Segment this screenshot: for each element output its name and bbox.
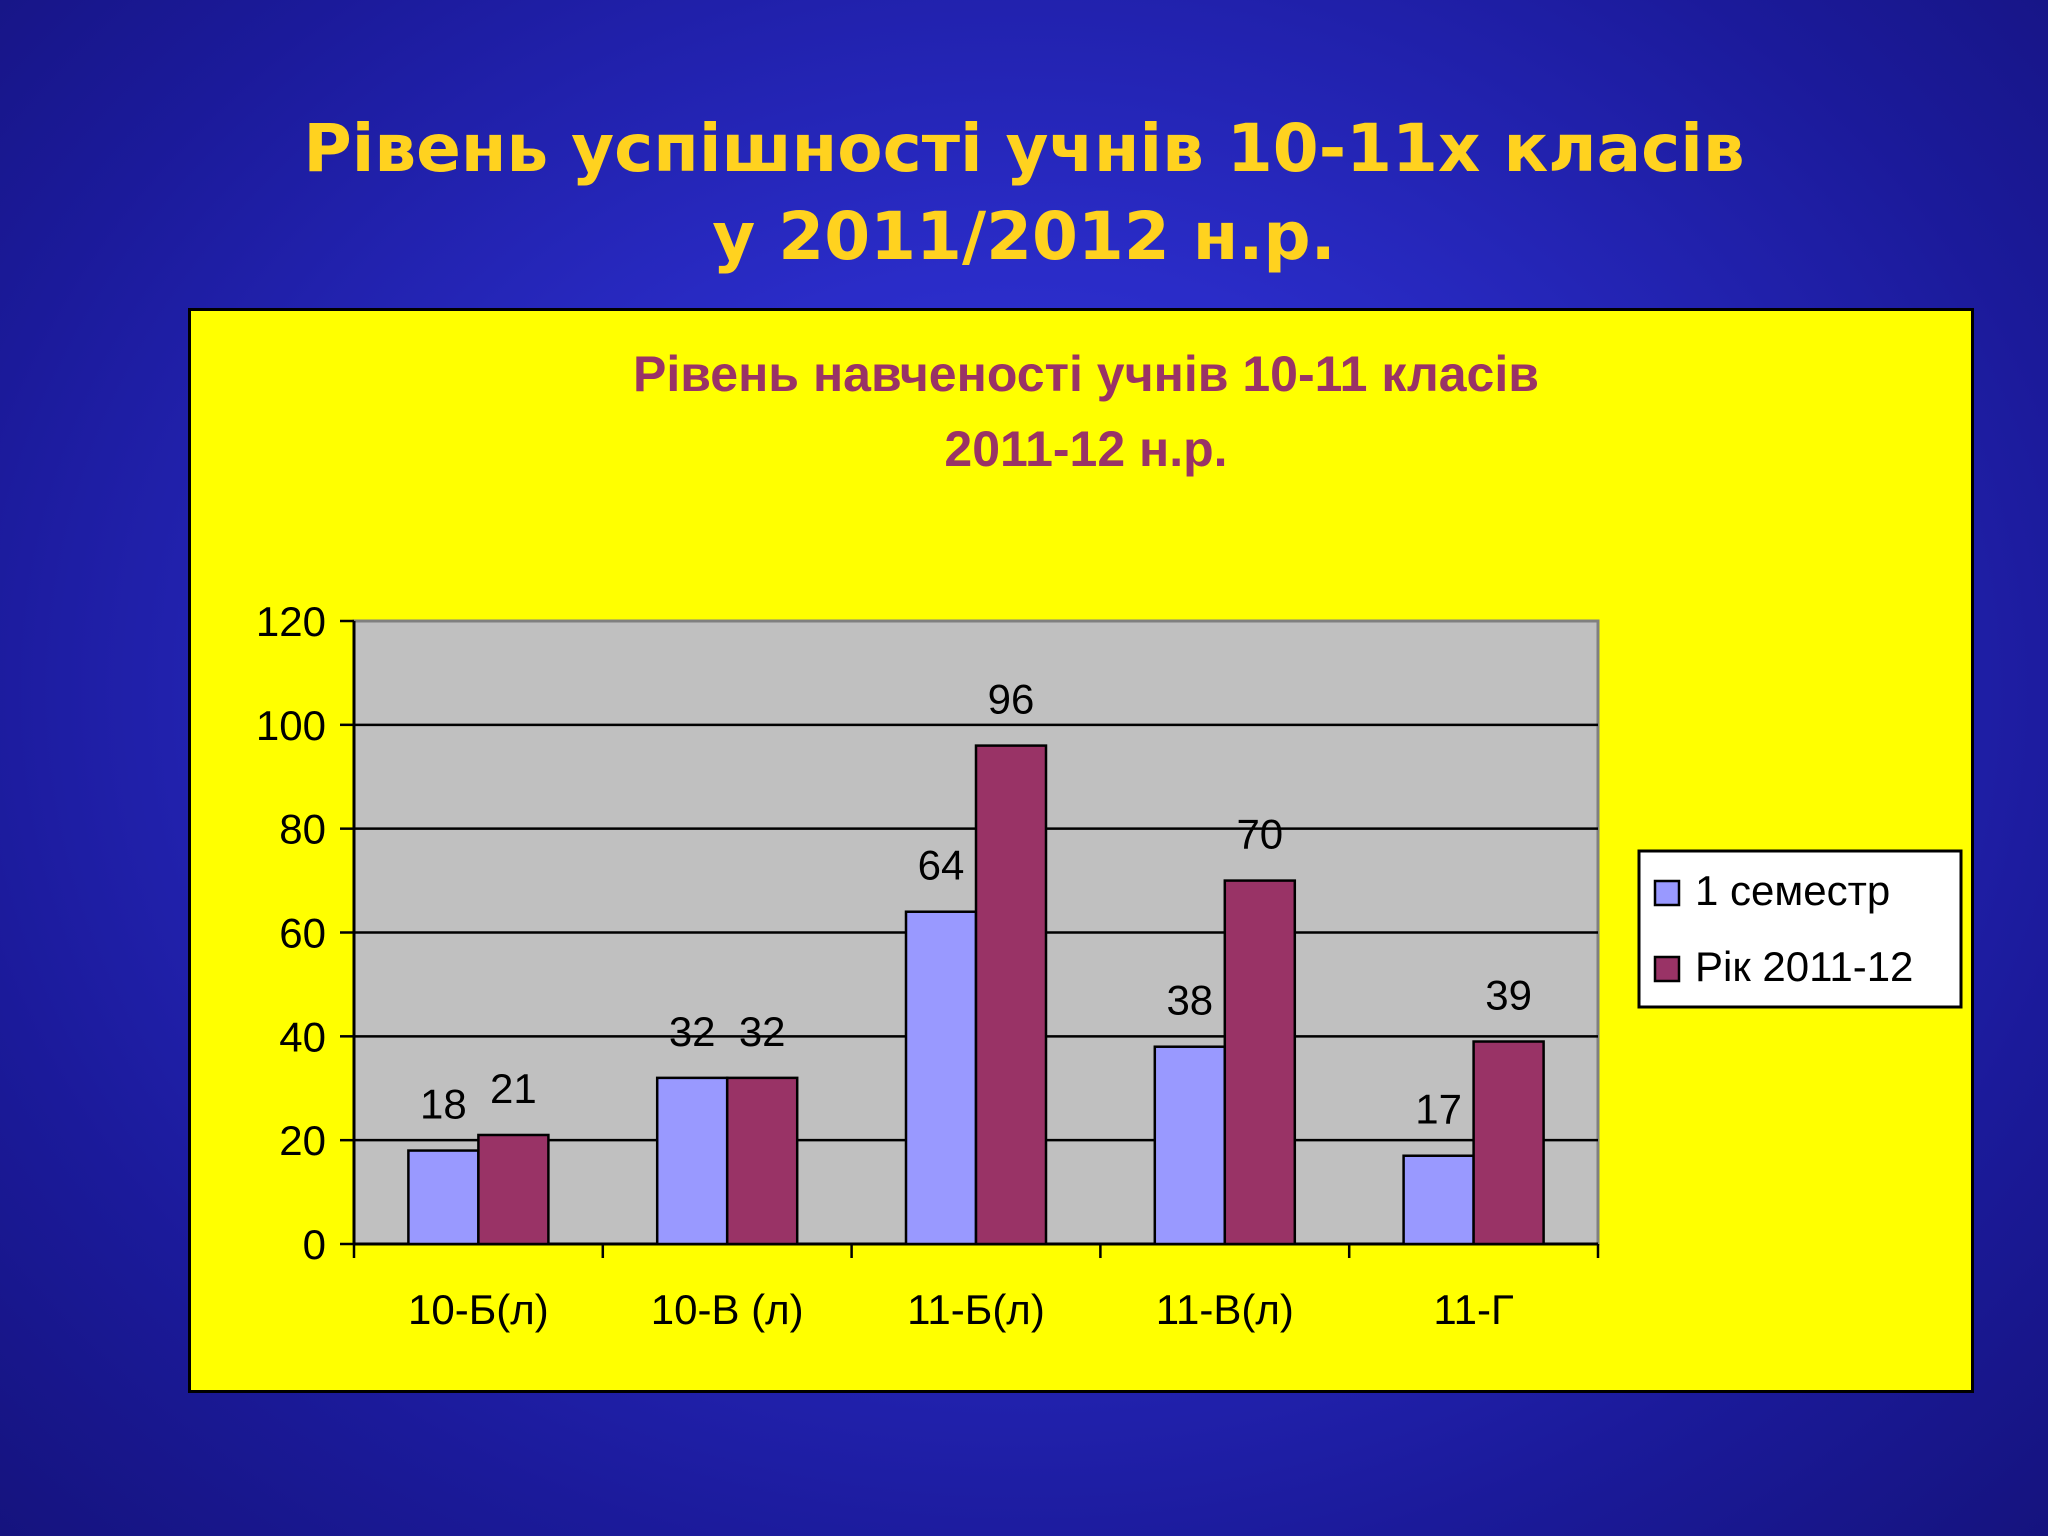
x-tick-label: 11-В(л) bbox=[1156, 1286, 1294, 1333]
y-tick-label: 60 bbox=[279, 910, 326, 957]
bar bbox=[477, 1133, 550, 1246]
bar bbox=[904, 910, 978, 1246]
bar bbox=[1472, 1040, 1545, 1246]
slide-title-line1: Рівень успішності учнів 10-11х класів bbox=[303, 110, 1745, 187]
y-tick-label: 40 bbox=[279, 1013, 326, 1060]
data-label: 17 bbox=[1415, 1086, 1462, 1133]
y-tick-label: 80 bbox=[279, 806, 326, 853]
data-label: 96 bbox=[988, 676, 1035, 723]
data-label: 32 bbox=[669, 1008, 716, 1055]
data-label: 38 bbox=[1166, 977, 1213, 1024]
legend-label: Рік 2011-12 bbox=[1695, 943, 1913, 990]
bar bbox=[407, 1149, 480, 1246]
x-tick-label: 11-Б(л) bbox=[907, 1286, 1045, 1333]
x-tick-label: 10-В (л) bbox=[651, 1286, 804, 1333]
data-label: 21 bbox=[490, 1065, 537, 1112]
chart-panel: Рівень навченості учнів 10-11 класів 201… bbox=[188, 308, 1974, 1393]
legend bbox=[1637, 849, 1963, 1009]
chart-title-line2: 2011-12 н.р. bbox=[944, 421, 1227, 477]
data-label: 70 bbox=[1236, 811, 1283, 858]
x-tick-label: 11-Г bbox=[1433, 1286, 1513, 1333]
chart-title-line1: Рівень навченості учнів 10-11 класів bbox=[633, 346, 1539, 402]
slide-title: Рівень успішності учнів 10-11х класів у … bbox=[0, 105, 2048, 281]
legend-swatch bbox=[1653, 955, 1681, 983]
y-tick-label: 100 bbox=[256, 702, 326, 749]
data-label: 64 bbox=[918, 842, 965, 889]
bar-chart: Рівень навченості учнів 10-11 класів 201… bbox=[256, 346, 1963, 1333]
bar bbox=[1402, 1154, 1475, 1246]
bar bbox=[974, 744, 1048, 1246]
bar bbox=[1223, 879, 1297, 1246]
legend-swatch bbox=[1653, 879, 1681, 907]
data-label: 39 bbox=[1485, 972, 1532, 1019]
y-tick-label: 0 bbox=[303, 1221, 326, 1268]
legend-label: 1 семестр bbox=[1695, 867, 1890, 914]
y-tick-label: 20 bbox=[279, 1117, 326, 1164]
x-tick-label: 10-Б(л) bbox=[408, 1286, 549, 1333]
bar bbox=[725, 1076, 799, 1246]
slide-title-line2: у 2011/2012 н.р. bbox=[712, 198, 1336, 275]
data-label: 32 bbox=[739, 1008, 786, 1055]
bar bbox=[655, 1076, 729, 1246]
data-label: 18 bbox=[420, 1081, 467, 1128]
bar bbox=[1153, 1045, 1227, 1246]
y-tick-label: 120 bbox=[256, 598, 326, 645]
